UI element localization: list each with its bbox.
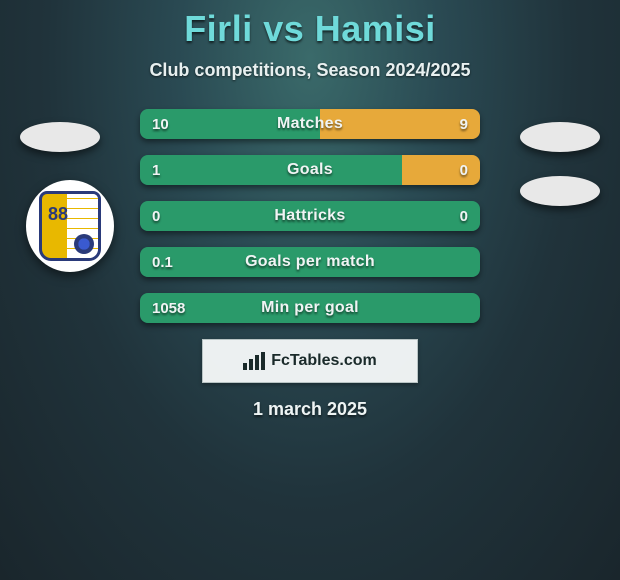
stat-value-left: 0	[140, 201, 172, 231]
stat-value-right	[456, 293, 480, 323]
stats-bars: Matches109Goals10Hattricks00Goals per ma…	[140, 109, 480, 323]
stat-label: Hattricks	[140, 201, 480, 231]
stat-label: Goals	[140, 155, 480, 185]
stat-value-left: 10	[140, 109, 181, 139]
player1-club-badge: 88	[26, 180, 114, 272]
stat-label: Goals per match	[140, 247, 480, 277]
stat-row: Hattricks0 0	[140, 201, 480, 231]
club-shield-icon: 88	[39, 191, 101, 261]
stat-row: Goals per match0.1	[140, 247, 480, 277]
stat-value-left: 1	[140, 155, 172, 185]
date-label: 1 march 2025	[0, 399, 620, 420]
stat-value-right: 0	[448, 201, 480, 231]
player2-avatar	[520, 122, 600, 152]
chart-container: Firli vs Hamisi Club competitions, Seaso…	[0, 0, 620, 580]
page-title: Firli vs Hamisi	[0, 8, 620, 50]
stat-row: Matches10 9	[140, 109, 480, 139]
player1-avatar	[20, 122, 100, 152]
stat-value-left: 0.1	[140, 247, 185, 277]
stat-value-right: 0	[448, 155, 480, 185]
stat-row: Goals1 0	[140, 155, 480, 185]
badge-number: 88	[46, 204, 70, 225]
stat-label: Matches	[140, 109, 480, 139]
watermark: FcTables.com	[202, 339, 418, 383]
watermark-text: FcTables.com	[271, 352, 377, 370]
stat-value-right: 9	[448, 109, 480, 139]
stat-value-left: 1058	[140, 293, 197, 323]
subtitle: Club competitions, Season 2024/2025	[0, 60, 620, 81]
stat-value-right	[456, 247, 480, 277]
player2-club-avatar	[520, 176, 600, 206]
stat-row: Min per goal1058	[140, 293, 480, 323]
watermark-bars-icon	[243, 352, 265, 370]
